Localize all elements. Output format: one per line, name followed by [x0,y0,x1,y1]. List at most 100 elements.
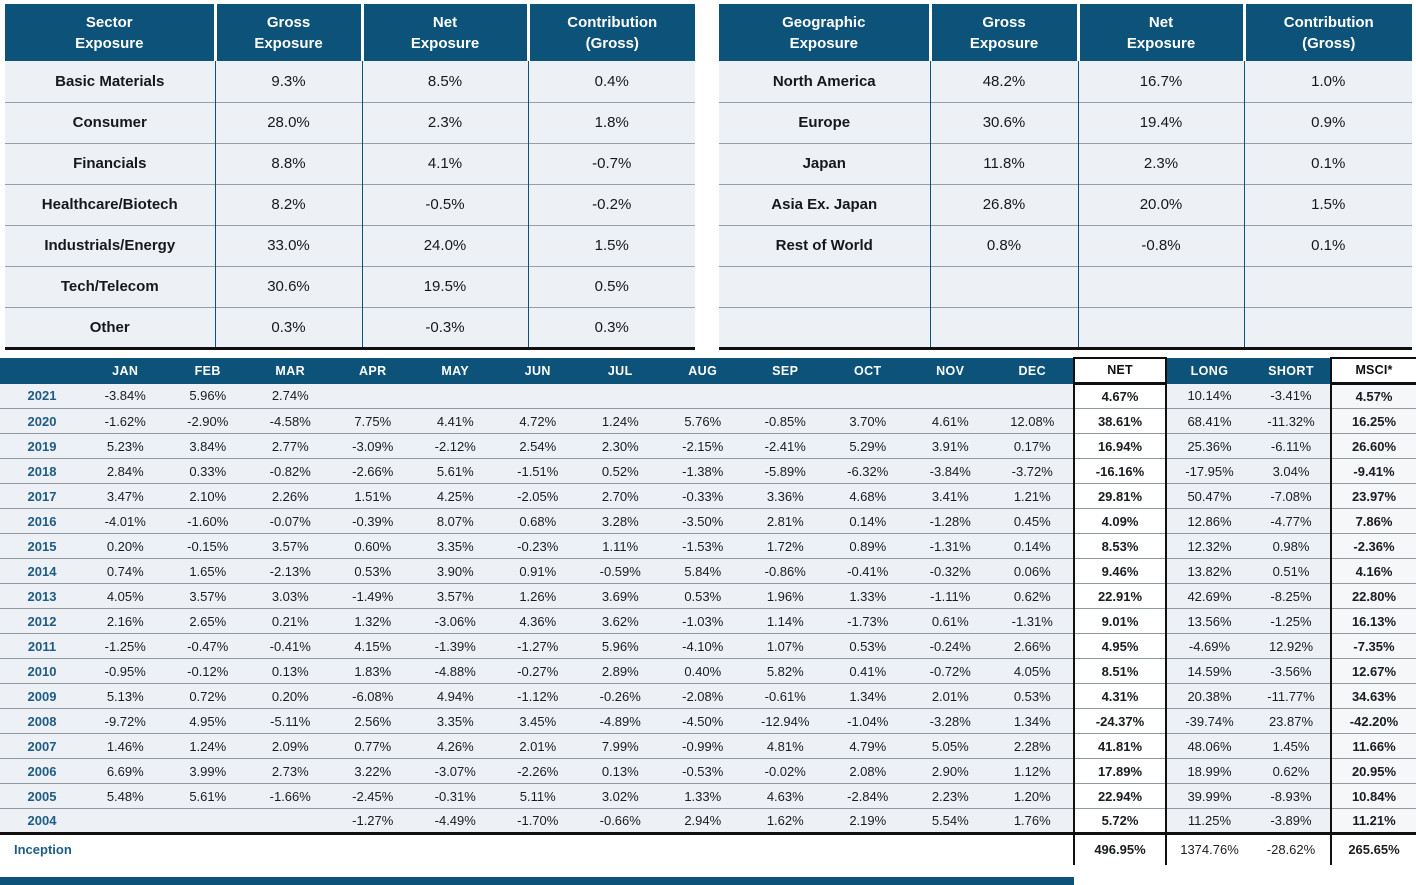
month-value-dec: 4.05% [991,658,1074,684]
month-value-jun: 4.72% [496,408,579,434]
long-value: 12.86% [1165,508,1252,534]
month-value-jul: 3.62% [579,608,662,634]
geographic-net-value-cell [1077,306,1244,348]
month-value-apr: 1.32% [331,608,414,634]
month-value-aug: 2.94% [661,808,744,835]
short-value: -3.56% [1252,658,1331,684]
month-value-feb: -0.47% [166,633,249,659]
month-value-apr: -1.49% [331,583,414,609]
year-row-2005: 2005 5.48% 5.61% -1.66% -2.45% -0.31% 5.11% 3.0… [0,783,1416,809]
year-row-2018: 2018 2.84% 0.33% -0.82% -2.66% 5.61% -1.51% 0.5… [0,458,1416,484]
month-value-jan [84,808,167,835]
month-value-may: 5.61% [414,458,497,484]
geographic-gross-value-cell: 48.2% [929,61,1078,102]
year-label: 2009 [0,683,84,709]
net-exposure-header: Net Exposure [1076,4,1244,61]
msci-value: 4.16% [1330,558,1416,584]
month-value-dec: -3.72% [991,458,1074,484]
month-header-sep: SEP [744,357,827,384]
month-value-oct: 4.68% [826,483,909,509]
month-value-jun: -1.12% [496,683,579,709]
year-label: 2004 [0,808,84,835]
geographic-exposure-table: Geographic Exposure Gross Exposure Net Expo… [719,4,1412,350]
month-value-nov: 2.90% [909,758,992,784]
sector-gross-value-cell: 30.6% [214,265,362,307]
month-value-oct: -1.04% [826,708,909,734]
month-value-jun: -2.05% [496,483,579,509]
month-value-feb: 3.99% [166,758,249,784]
year-label: 2010 [0,658,84,684]
month-value-jan: 2.84% [84,458,167,484]
month-value-aug: -1.38% [661,458,744,484]
long-value: 68.41% [1165,408,1252,434]
month-value-nov [909,383,992,409]
month-value-jun: 1.26% [496,583,579,609]
month-value-jan: -0.95% [84,658,167,684]
month-value-jun: -0.27% [496,658,579,684]
month-value-jan: -1.62% [84,408,167,434]
month-value-dec: 2.66% [991,633,1074,659]
month-value-feb: 3.57% [166,583,249,609]
month-header-jun: JUN [496,357,579,384]
month-value-aug: -0.33% [661,483,744,509]
month-value-aug: 1.33% [661,783,744,809]
geographic-header-row: Geographic Exposure Gross Exposure Net Expo… [719,4,1412,61]
month-value-sep: 1.96% [744,583,827,609]
geographic-gross-value-cell: 11.8% [929,142,1078,184]
month-header-apr: APR [331,357,414,384]
month-value-nov: -0.72% [909,658,992,684]
table-row [719,265,1412,307]
month-value-feb: 4.95% [166,708,249,734]
month-value-aug: -1.03% [661,608,744,634]
short-value: -4.77% [1252,508,1331,534]
geographic-contribution-value-cell: 0.1% [1243,142,1412,184]
year-row-2011: 2011 -1.25% -0.47% -0.41% 4.15% -1.39% -1.27% 5… [0,633,1416,659]
monthly-header-row: JAN FEB MAR APR MAY JUN JUL AUG SEP OCT NOV DEC NET … [0,356,1416,385]
long-value: 39.99% [1165,783,1252,809]
month-value-oct: 4.79% [826,733,909,759]
table-row: Europe 30.6% 19.4% 0.9% [719,101,1412,143]
month-value-jul: 1.24% [579,408,662,434]
month-value-jul: 1.11% [579,533,662,559]
msci-value: -7.35% [1330,633,1416,659]
msci-value: 26.60% [1330,433,1416,459]
long-value: 10.14% [1165,383,1252,409]
month-value-jan: -3.84% [84,383,167,409]
geographic-label-cell: North America [719,61,930,102]
year-row-2019: 2019 5.23% 3.84% 2.77% -3.09% -2.12% 2.54% 2.30… [0,433,1416,459]
month-value-oct: 2.08% [826,758,909,784]
month-value-jan: 5.23% [84,433,167,459]
month-value-oct: 1.33% [826,583,909,609]
month-value-dec: 0.17% [991,433,1074,459]
month-value-sep: -0.86% [744,558,827,584]
month-value-may: -4.88% [414,658,497,684]
month-value-may: 4.41% [414,408,497,434]
geographic-contribution-value-cell: 0.1% [1243,224,1412,266]
year-label: 2013 [0,583,84,609]
sector-contribution-value-cell: 0.5% [527,265,695,307]
short-value: -8.25% [1252,583,1331,609]
month-value-jun: -1.70% [496,808,579,835]
month-value-aug: 0.53% [661,583,744,609]
long-value: 13.56% [1165,608,1252,634]
sector-label-cell: Healthcare/Biotech [5,183,215,225]
month-value-jan: -9.72% [84,708,167,734]
month-value-nov: 2.01% [909,683,992,709]
inception-long-value: 1374.76% [1165,833,1252,865]
long-value: -39.74% [1165,708,1252,734]
short-value: -8.93% [1252,783,1331,809]
short-value: 0.62% [1252,758,1331,784]
month-value-nov: -1.31% [909,533,992,559]
month-value-jun: 4.36% [496,608,579,634]
month-value-oct: 1.34% [826,683,909,709]
month-value-mar: -5.11% [249,708,332,734]
msci-value: 22.80% [1330,583,1416,609]
long-value: 20.38% [1165,683,1252,709]
month-header-jul: JUL [579,357,662,384]
month-value-jul: -0.26% [579,683,662,709]
year-label: 2015 [0,533,84,559]
month-value-oct: 2.19% [826,808,909,835]
month-header-aug: AUG [661,357,744,384]
month-value-apr [331,383,414,409]
table-row: North America 48.2% 16.7% 1.0% [719,61,1412,102]
